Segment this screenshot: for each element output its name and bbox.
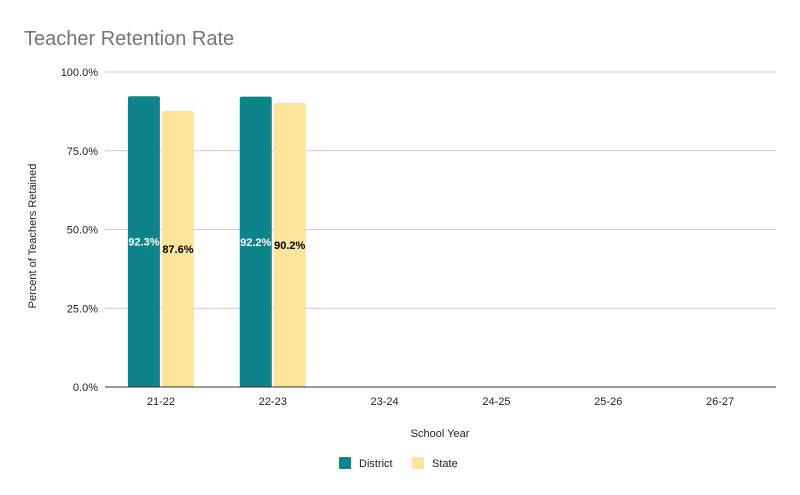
x-tick-label: 21-22 xyxy=(147,396,175,408)
data-label: 87.6% xyxy=(162,244,193,256)
x-axis-label: School Year xyxy=(411,428,470,440)
legend: District State xyxy=(339,457,458,470)
legend-label: State xyxy=(432,458,458,470)
y-tick-label: 100.0% xyxy=(61,67,99,79)
x-axis-ticks: 21-22 22-23 23-24 24-25 25-26 26-27 xyxy=(147,396,734,408)
bar-district-21-22 xyxy=(127,96,160,387)
y-axis-label: Percent of Teachers Retained xyxy=(27,164,39,309)
legend-swatch-state xyxy=(412,457,424,469)
bar-state-21-22 xyxy=(161,111,194,387)
gridlines xyxy=(105,71,776,309)
x-tick-label: 25-26 xyxy=(594,396,622,408)
legend-swatch-district xyxy=(339,457,351,469)
legend-label: District xyxy=(359,458,393,470)
bar-district-22-23 xyxy=(239,96,272,387)
bars xyxy=(127,96,306,388)
y-axis-ticks: 0.0% 25.0% 50.0% 75.0% 100.0% xyxy=(61,67,99,394)
x-tick-label: 24-25 xyxy=(482,396,510,408)
x-tick-label: 22-23 xyxy=(259,396,287,408)
y-tick-label: 25.0% xyxy=(67,303,98,315)
bar-state-22-23 xyxy=(273,102,306,388)
data-labels: 92.3%87.6% 92.2% 90.2% xyxy=(128,237,305,256)
chart-title: Teacher Retention Rate xyxy=(24,28,234,50)
data-label: 92.2% xyxy=(240,237,271,249)
data-label: 90.2% xyxy=(274,240,305,252)
y-tick-label: 50.0% xyxy=(67,225,98,237)
x-tick-label: 26-27 xyxy=(706,396,734,408)
x-tick-label: 23-24 xyxy=(371,396,399,408)
y-tick-label: 0.0% xyxy=(73,382,98,394)
data-label: 92.3% xyxy=(128,237,159,249)
y-tick-label: 75.0% xyxy=(67,146,98,158)
